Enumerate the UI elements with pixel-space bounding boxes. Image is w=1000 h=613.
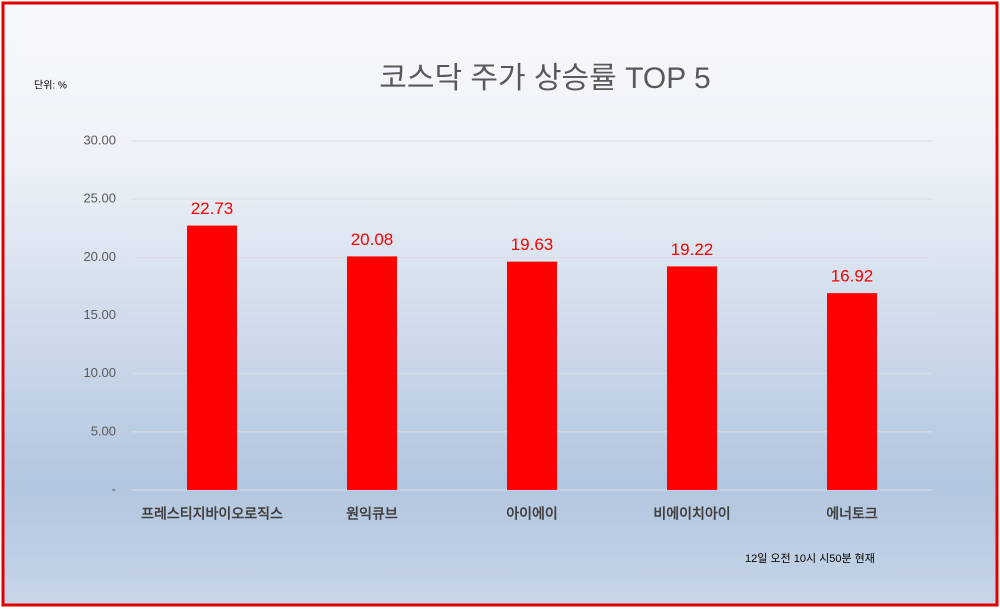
note: 12일 오전 10시 시50분 현재	[745, 551, 875, 565]
y-tick-label: 10.00	[83, 365, 116, 380]
value-label: 19.22	[671, 240, 714, 259]
bar	[827, 293, 877, 490]
unit-label: 단위: %	[34, 79, 67, 92]
value-label: 20.08	[351, 230, 394, 249]
y-tick-label: 20.00	[83, 249, 116, 264]
bar	[667, 266, 717, 490]
x-tick-label: 아이에이	[506, 506, 558, 522]
y-tick-label: -	[112, 481, 116, 496]
bar	[507, 261, 557, 490]
x-tick-label: 비에이치아이	[653, 506, 730, 522]
value-label: 16.92	[831, 267, 874, 286]
y-tick-label: 30.00	[83, 132, 116, 147]
chart-title: 코스닥 주가 상승률 TOP 5	[379, 62, 710, 95]
bar	[347, 256, 397, 490]
x-tick-label: 프레스티지바이오로직스	[141, 506, 283, 522]
value-label: 19.63	[511, 235, 554, 254]
y-tick-label: 25.00	[83, 191, 116, 206]
bar	[187, 225, 237, 490]
value-label: 22.73	[191, 199, 234, 218]
y-tick-label: 5.00	[91, 423, 116, 438]
x-tick-label: 에너토크	[826, 506, 878, 522]
x-tick-label: 원익큐브	[346, 506, 398, 522]
y-tick-label: 15.00	[83, 307, 116, 322]
